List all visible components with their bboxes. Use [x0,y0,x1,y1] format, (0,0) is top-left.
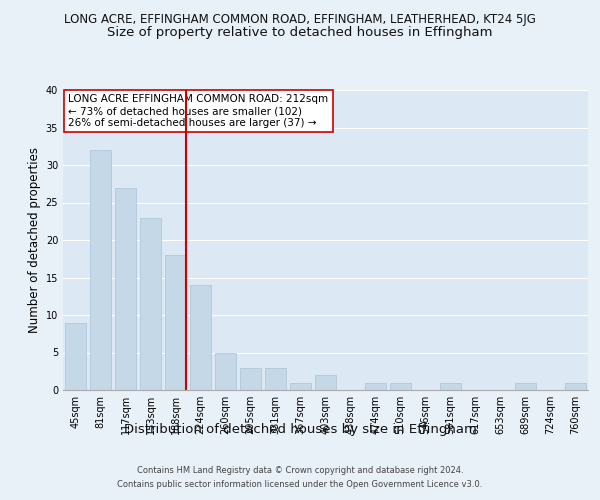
Bar [165,255,186,390]
Bar [315,375,336,390]
Text: LONG ACRE EFFINGHAM COMMON ROAD: 212sqm
← 73% of detached houses are smaller (10: LONG ACRE EFFINGHAM COMMON ROAD: 212sqm … [68,94,328,128]
Bar [440,382,461,390]
Bar [365,382,386,390]
Text: LONG ACRE, EFFINGHAM COMMON ROAD, EFFINGHAM, LEATHERHEAD, KT24 5JG: LONG ACRE, EFFINGHAM COMMON ROAD, EFFING… [64,12,536,26]
Bar [215,352,236,390]
Text: Size of property relative to detached houses in Effingham: Size of property relative to detached ho… [107,26,493,39]
Bar [565,382,586,390]
Bar [115,188,136,390]
Bar [390,382,411,390]
Text: Contains public sector information licensed under the Open Government Licence v3: Contains public sector information licen… [118,480,482,489]
Bar [190,285,211,390]
Bar [65,322,86,390]
Bar [290,382,311,390]
Bar [515,382,536,390]
Bar [90,150,111,390]
Text: Contains HM Land Registry data © Crown copyright and database right 2024.: Contains HM Land Registry data © Crown c… [137,466,463,475]
Bar [140,218,161,390]
Bar [240,368,261,390]
Y-axis label: Number of detached properties: Number of detached properties [28,147,41,333]
Bar [265,368,286,390]
Text: Distribution of detached houses by size in Effingham: Distribution of detached houses by size … [124,422,476,436]
